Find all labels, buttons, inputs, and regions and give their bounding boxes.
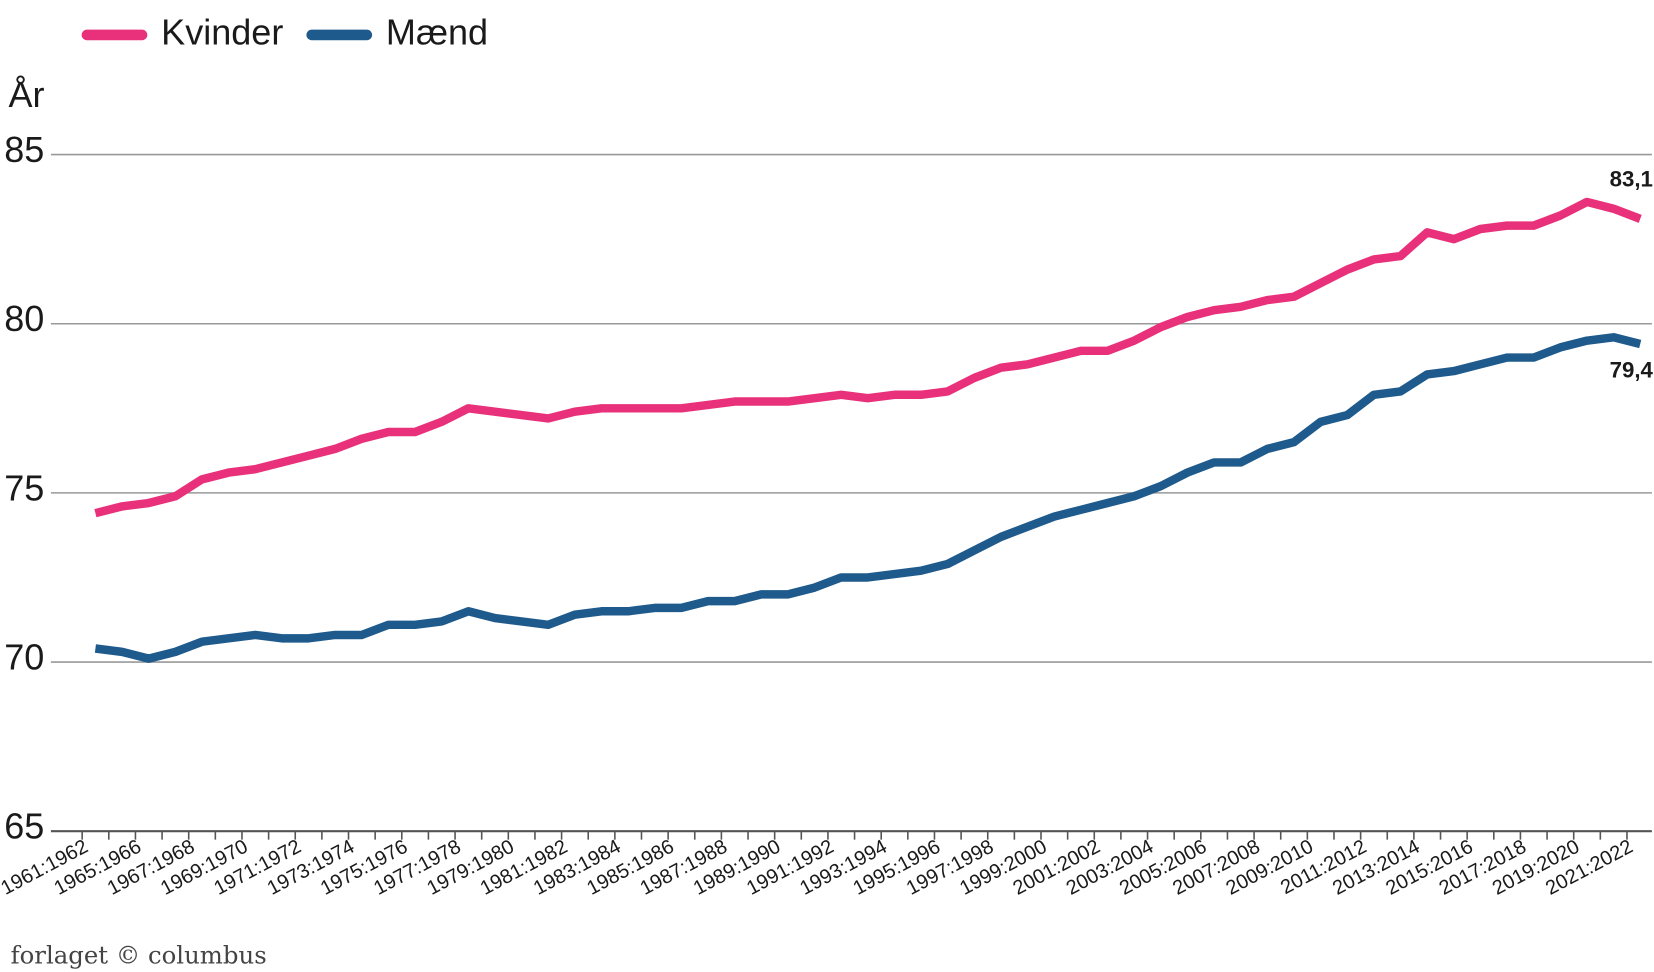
legend-label: Mænd [386,11,488,52]
y-tick-label: 75 [4,467,44,508]
legend-label: Kvinder [161,11,283,52]
end-label: 79,4 [1610,357,1654,382]
y-tick-label: 80 [4,298,44,339]
end-label: 83,1 [1610,167,1653,192]
series-line [94,333,1642,663]
y-tick-label: 85 [4,129,44,170]
y-axis-label: År [8,74,44,115]
y-tick-label: 65 [4,806,44,847]
series-line [94,197,1642,518]
y-tick-label: 70 [4,636,44,677]
source: forlaget © columbus [11,941,267,970]
